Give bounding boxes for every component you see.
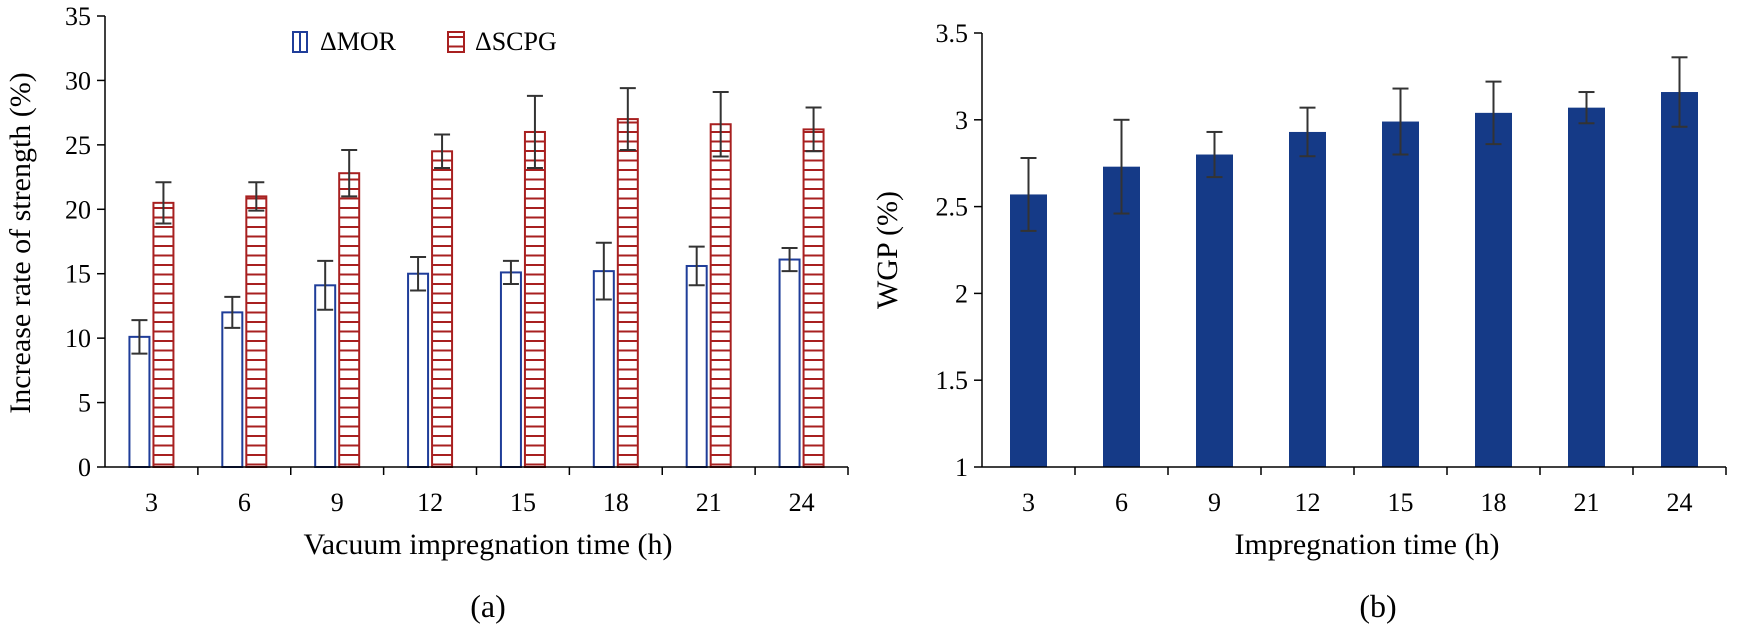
bar-wgp-21 — [1568, 107, 1605, 467]
y-tick-label: 20 — [65, 195, 91, 224]
y-tick-label: 3 — [955, 106, 968, 135]
x-axis-label-b: Impregnation time (h) — [1235, 528, 1500, 561]
legend-swatch-scpg — [447, 31, 465, 53]
y-axis-label-b: WGP (%) — [871, 191, 904, 309]
error-bar-mor-9 — [317, 259, 334, 311]
bar-scpg-9 — [338, 172, 361, 468]
error-bar-scpg-3 — [155, 181, 172, 225]
error-bar-wgp-18 — [1485, 80, 1502, 146]
y-tick-label: 25 — [65, 131, 91, 160]
x-tick-label: 6 — [238, 488, 251, 517]
bar-mor-3 — [128, 335, 151, 468]
x-axis-label-a: Vacuum impregnation time (h) — [303, 528, 672, 561]
x-tick-label: 18 — [603, 488, 629, 517]
x-tick-label: 24 — [1667, 488, 1693, 517]
error-bar-mor-24 — [781, 246, 798, 273]
bar-scpg-15 — [523, 130, 546, 468]
error-bar-wgp-24 — [1671, 56, 1688, 128]
bar-mor-21 — [685, 264, 708, 468]
x-tick-label: 6 — [1115, 488, 1128, 517]
bar-scpg-18 — [616, 118, 639, 468]
x-tick-label: 12 — [1295, 488, 1321, 517]
x-tick-label: 21 — [1574, 488, 1600, 517]
error-bar-mor-15 — [502, 259, 519, 286]
y-axis-label-a: Increase rate of strength (%) — [4, 72, 37, 413]
y-tick-label: 1.5 — [936, 366, 969, 395]
error-bar-scpg-12 — [434, 133, 451, 170]
y-tick-label: 15 — [65, 260, 91, 289]
error-bar-scpg-18 — [619, 87, 636, 152]
bar-mor-6 — [221, 311, 244, 468]
y-tick-label: 0 — [78, 453, 91, 482]
error-bar-scpg-24 — [805, 106, 822, 153]
error-bar-scpg-15 — [526, 94, 543, 170]
y-tick-label: 5 — [78, 389, 91, 418]
y-tick-label: 2 — [955, 279, 968, 308]
y-tick-label: 10 — [65, 324, 91, 353]
bar-wgp-3 — [1010, 194, 1047, 467]
panel-label-a: (a) — [470, 588, 506, 624]
error-bar-mor-6 — [224, 295, 241, 329]
bar-mor-12 — [407, 272, 430, 469]
x-tick-label: 24 — [789, 488, 815, 517]
error-bar-wgp-21 — [1578, 91, 1595, 125]
error-bar-wgp-3 — [1020, 156, 1037, 232]
x-tick-label: 3 — [1022, 488, 1035, 517]
error-bar-scpg-9 — [341, 149, 358, 198]
chart-panel-b: 1 1.5 2 2.5 3 3.5 3 6 9 12 15 18 21 24 WGP (%) Impre… — [871, 19, 1727, 624]
error-bar-mor-18 — [595, 241, 612, 301]
x-tick-label: 15 — [1388, 488, 1414, 517]
x-tick-label: 18 — [1481, 488, 1507, 517]
error-bar-mor-21 — [688, 245, 705, 287]
y-tick-label: 1 — [955, 453, 968, 482]
error-bar-mor-3 — [131, 319, 148, 355]
panel-label-b: (b) — [1359, 588, 1396, 624]
legend-label-mor: ΔMOR — [320, 27, 397, 56]
x-tick-label: 12 — [417, 488, 443, 517]
y-tick-label: 30 — [65, 66, 91, 95]
bar-wgp-18 — [1475, 112, 1512, 467]
bar-wgp-6 — [1103, 166, 1140, 467]
x-tick-label: 9 — [1208, 488, 1221, 517]
bar-mor-15 — [499, 271, 522, 468]
y-tick-label: 2.5 — [936, 193, 969, 222]
bar-scpg-24 — [802, 128, 825, 468]
error-bar-scpg-21 — [712, 91, 729, 158]
bar-wgp-9 — [1196, 154, 1233, 467]
bar-mor-18 — [592, 270, 615, 468]
error-bar-mor-12 — [410, 255, 427, 292]
bar-wgp-15 — [1382, 121, 1419, 467]
bar-wgp-12 — [1289, 131, 1326, 467]
bar-scpg-21 — [709, 123, 732, 469]
bar-scpg-12 — [431, 150, 454, 469]
y-tick-label: 3.5 — [936, 19, 969, 48]
error-bar-wgp-9 — [1206, 130, 1223, 179]
error-bar-scpg-6 — [248, 181, 265, 212]
error-bar-wgp-15 — [1392, 87, 1409, 156]
x-tick-label: 9 — [331, 488, 344, 517]
legend-label-scpg: ΔSCPG — [475, 27, 557, 56]
bar-scpg-3 — [152, 201, 175, 468]
x-tick-label: 21 — [696, 488, 722, 517]
bar-wgp-24 — [1661, 92, 1698, 468]
y-tick-label: 35 — [65, 2, 91, 31]
x-tick-label: 3 — [145, 488, 158, 517]
x-tick-label: 15 — [510, 488, 536, 517]
legend: ΔMOR ΔSCPG — [292, 27, 557, 56]
error-bar-wgp-12 — [1299, 106, 1316, 158]
bar-mor-24 — [778, 258, 801, 469]
error-bar-wgp-6 — [1113, 118, 1130, 215]
bar-scpg-6 — [245, 195, 268, 468]
bar-mor-9 — [314, 284, 337, 468]
